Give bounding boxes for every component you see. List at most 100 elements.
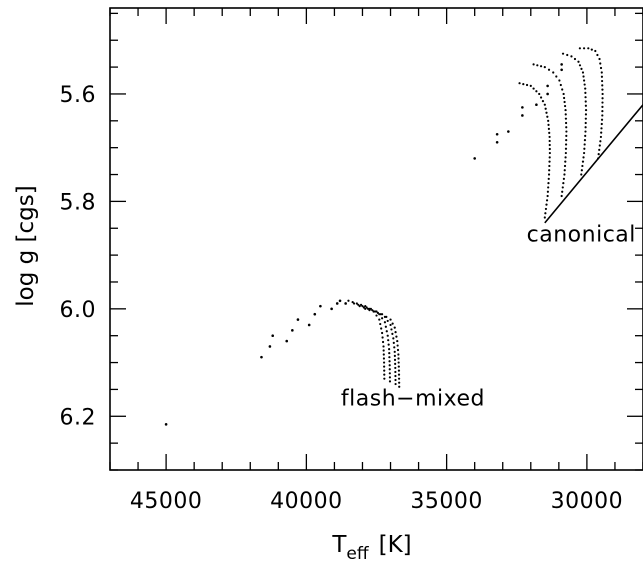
x-tick-label: 30000 [551, 489, 624, 514]
data-point [507, 130, 510, 133]
data-point [366, 307, 370, 310]
data-point [344, 302, 347, 305]
data-point [564, 147, 568, 150]
data-point [599, 62, 602, 65]
data-point [535, 103, 538, 106]
data-point [573, 57, 577, 61]
data-point [391, 332, 394, 336]
data-point [532, 87, 535, 90]
data-point [394, 370, 397, 374]
data-point [539, 96, 543, 99]
data-point [390, 328, 393, 331]
data-point [291, 329, 294, 332]
data-point [600, 131, 603, 134]
data-point [383, 369, 386, 372]
data-point [539, 65, 543, 68]
data-point [543, 65, 546, 69]
data-point [547, 127, 550, 130]
series-8 [358, 305, 397, 386]
data-point [296, 318, 300, 321]
data-point [590, 48, 593, 51]
data-point [548, 156, 551, 159]
data-point [547, 182, 550, 185]
data-point [388, 348, 391, 351]
data-point [562, 177, 565, 180]
data-point [561, 186, 564, 189]
data-point [543, 103, 546, 106]
data-point [546, 92, 549, 96]
data-point [397, 369, 401, 372]
y-axis-ticks: 5.6 5.8 6.0 6.2 [60, 12, 643, 471]
data-point [546, 194, 549, 198]
data-point [387, 343, 390, 346]
data-point [386, 334, 389, 337]
data-point [529, 84, 532, 87]
data-point [578, 47, 581, 50]
data-point [383, 321, 387, 324]
data-point [313, 312, 317, 316]
data-point [582, 47, 586, 50]
x-axis-label-subscript: eff [346, 544, 369, 561]
y-axis-label: log g [cgs] [13, 185, 39, 306]
data-point [364, 305, 367, 308]
data-point [562, 92, 565, 96]
data-point [584, 134, 587, 137]
data-point [582, 156, 585, 159]
data-point [546, 115, 549, 118]
data-point [580, 169, 583, 172]
annotation-1: flash−mixed [341, 387, 485, 412]
data-point [378, 318, 381, 321]
data-point [545, 199, 549, 202]
series-7 [352, 302, 392, 383]
data-point [601, 110, 604, 113]
data-point [598, 57, 601, 61]
data-point [382, 353, 385, 356]
data-point [559, 83, 562, 87]
data-point [555, 75, 558, 78]
line-layer [544, 104, 643, 224]
x-axis-ticks: 45000 40000 35000 30000 [109, 8, 643, 514]
data-point [548, 160, 551, 163]
data-point [388, 368, 391, 371]
data-point [380, 327, 383, 330]
data-point [546, 190, 550, 193]
data-point [382, 357, 386, 360]
data-point [268, 345, 272, 348]
data-point [352, 302, 356, 305]
zero-age-line-0 [544, 104, 643, 224]
data-point [582, 151, 586, 155]
data-point [599, 135, 603, 139]
data-point [581, 164, 584, 168]
data-point [583, 83, 586, 86]
data-point [307, 323, 311, 327]
data-point [546, 84, 549, 88]
data-point [381, 331, 384, 335]
series-4 [473, 63, 563, 160]
data-point [393, 358, 397, 361]
series-6 [347, 299, 386, 380]
data-point [548, 169, 551, 172]
data-point [351, 301, 354, 304]
data-point [335, 302, 339, 305]
x-axis-label-main: T [331, 532, 347, 558]
data-point [601, 84, 604, 87]
data-point [382, 345, 385, 348]
data-point [495, 132, 499, 136]
data-point [388, 356, 391, 359]
data-point [584, 87, 587, 90]
data-point [397, 365, 400, 368]
data-layer [164, 47, 604, 426]
data-point [394, 362, 397, 366]
data-point [387, 339, 390, 342]
data-point [565, 139, 568, 142]
data-point [562, 182, 565, 185]
data-point [601, 88, 604, 91]
data-point [398, 385, 401, 388]
data-point [564, 156, 567, 159]
data-point [394, 331, 397, 334]
data-point [330, 307, 333, 311]
data-point [376, 311, 380, 314]
x-axis-label: Teff [K] [331, 532, 411, 561]
x-axis-label-unit: [K] [379, 532, 412, 558]
